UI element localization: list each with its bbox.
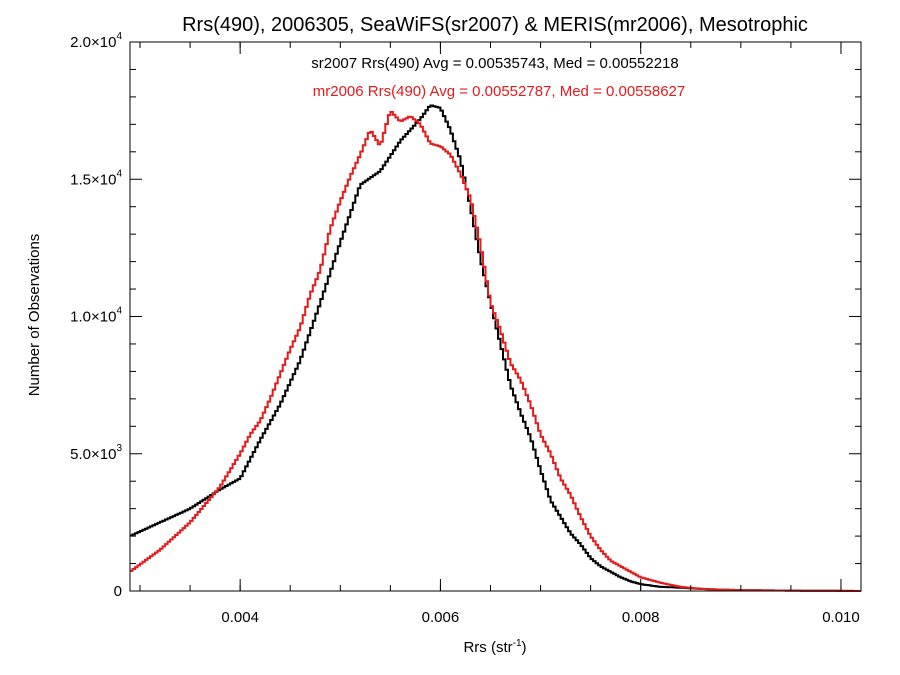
y-tick-label: 2.0×104 — [70, 31, 122, 51]
x-axis-label-end: ) — [522, 639, 527, 656]
x-tick-label: 0.004 — [221, 609, 259, 626]
y-tick-label: 1.5×104 — [70, 168, 122, 188]
y-tick-label: 0 — [114, 583, 122, 600]
x-axis-label-main: Rrs (str — [463, 639, 512, 656]
series-line-0 — [130, 104, 861, 592]
y-tick-mantissa: 1.0×10 — [70, 309, 116, 326]
x-axis-label-sup: -1 — [513, 638, 522, 649]
y-axis-label: Number of Observations — [26, 234, 43, 397]
chart-title: Rrs(490), 2006305, SeaWiFS(sr2007) & MER… — [182, 14, 808, 36]
y-tick-label: 1.0×104 — [70, 306, 122, 326]
x-axis-label: Rrs (str-1) — [463, 638, 526, 656]
y-tick-mantissa: 5.0×10 — [70, 446, 116, 463]
x-tick-label: 0.010 — [822, 609, 860, 626]
x-tick-label: 0.006 — [422, 609, 460, 626]
y-tick-mantissa: 0 — [114, 583, 122, 600]
series-layer — [130, 104, 861, 592]
plot-frame — [129, 41, 862, 592]
y-tick-mantissa: 2.0×10 — [70, 34, 116, 51]
annotation-sr2007: sr2007 Rrs(490) Avg = 0.00535743, Med = … — [311, 55, 679, 72]
x-axis-ticks: 0.004 0.006 0.008 0.010 — [139, 42, 860, 626]
y-tick-label: 5.0×103 — [70, 443, 122, 463]
y-tick-exponent: 4 — [116, 306, 122, 317]
y-tick-mantissa: 1.5×10 — [70, 171, 116, 188]
y-tick-exponent: 4 — [116, 31, 122, 42]
y-tick-exponent: 3 — [116, 443, 122, 454]
annotation-mr2006: mr2006 Rrs(490) Avg = 0.00552787, Med = … — [313, 83, 686, 100]
x-tick-label: 0.008 — [622, 609, 660, 626]
series-line-1 — [130, 111, 861, 592]
y-tick-exponent: 4 — [116, 168, 122, 179]
